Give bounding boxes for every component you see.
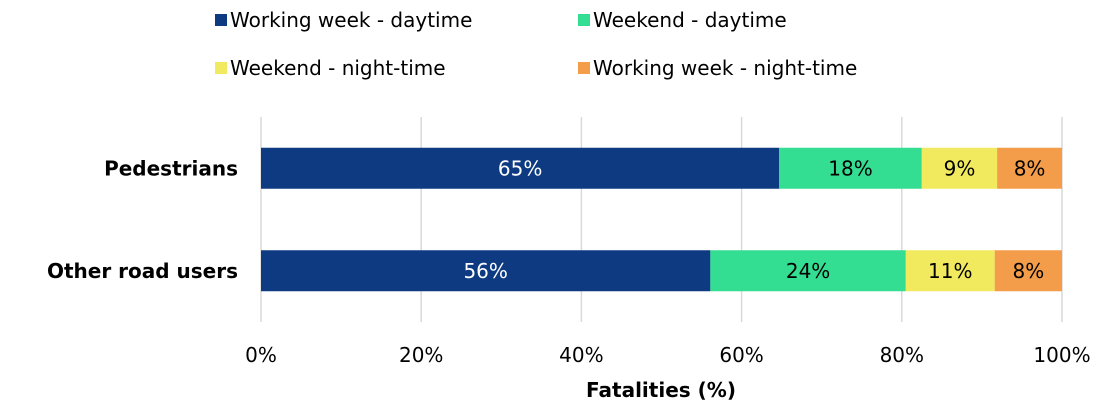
x-tick-label: 40% — [559, 343, 603, 367]
bar-segment — [994, 250, 1062, 292]
legend-label: Working week - night-time — [593, 56, 857, 80]
bar-segment — [921, 147, 998, 189]
x-axis-label: Fatalities (%) — [586, 378, 736, 402]
data-label: 24% — [786, 259, 830, 283]
x-tick-label: 60% — [719, 343, 763, 367]
bar-segment — [710, 250, 906, 292]
data-label: 65% — [498, 156, 542, 180]
legend-item: Working week - night-time — [578, 56, 857, 80]
y-tick-label: Pedestrians — [104, 156, 238, 180]
legend-label: Weekend - daytime — [593, 8, 787, 32]
bar-segment — [261, 250, 711, 292]
data-label: 8% — [1014, 156, 1046, 180]
legend-item: Weekend - night-time — [215, 56, 446, 80]
legend-item: Weekend - daytime — [578, 8, 787, 32]
x-tick-label: 80% — [880, 343, 924, 367]
x-tick-label: 100% — [1033, 343, 1090, 367]
bar-segment — [905, 250, 995, 292]
data-label: 18% — [828, 156, 872, 180]
legend-swatch — [578, 14, 590, 26]
legend-label: Working week - daytime — [230, 8, 472, 32]
bar-segment — [261, 147, 780, 189]
bar-segment — [779, 147, 922, 189]
legend-swatch — [215, 62, 227, 74]
data-label: 9% — [944, 156, 976, 180]
legend-label: Weekend - night-time — [230, 56, 446, 80]
legend-swatch — [578, 62, 590, 74]
x-tick-label: 0% — [245, 343, 277, 367]
bar-segment — [997, 147, 1062, 189]
legend-swatch — [215, 14, 227, 26]
data-label: 56% — [463, 259, 507, 283]
data-label: 11% — [928, 259, 972, 283]
data-label: 8% — [1012, 259, 1044, 283]
legend-item: Working week - daytime — [215, 8, 472, 32]
y-tick-label: Other road users — [47, 259, 238, 283]
x-tick-label: 20% — [399, 343, 443, 367]
